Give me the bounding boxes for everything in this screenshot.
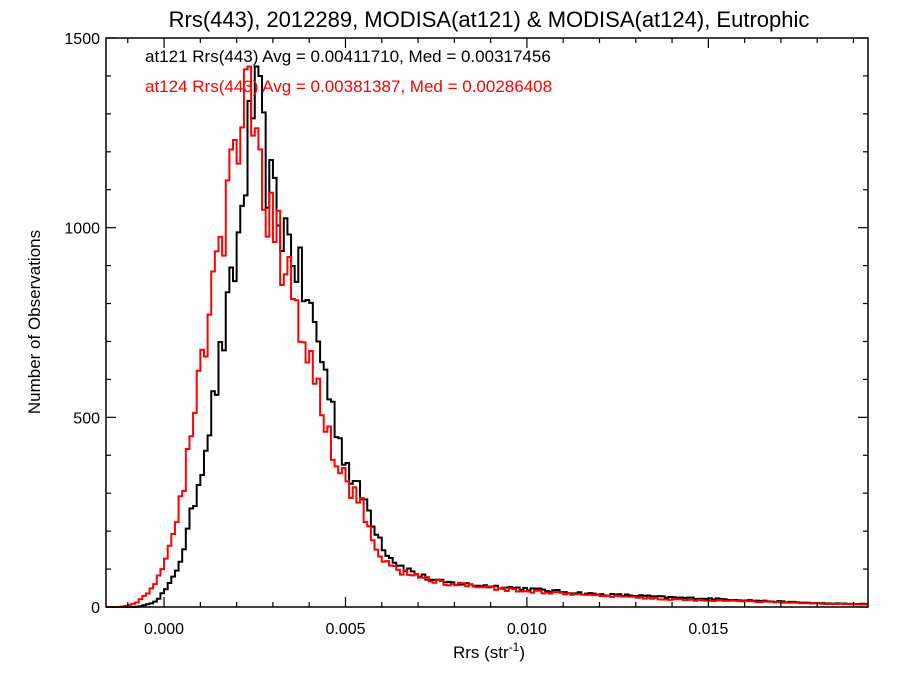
annotation-at121: at121 Rrs(443) Avg = 0.00411710, Med = 0… (145, 47, 551, 66)
y-tick-label: 1500 (64, 31, 100, 48)
series-line-0 (106, 65, 868, 608)
y-tick-label: 500 (73, 410, 100, 427)
y-tick-label: 1000 (64, 221, 100, 238)
x-tick-label: 0.015 (688, 621, 728, 638)
x-tick-label: 0.005 (325, 621, 365, 638)
x-tick-label: 0.000 (144, 621, 184, 638)
series-layer (106, 65, 868, 608)
y-tick-label: 0 (91, 600, 100, 617)
y-axis-label: Number of Observations (25, 230, 44, 414)
x-axis-label: Rrs (str-1) (453, 640, 525, 662)
x-axis-ticks: 0.000 0.005 0.010 0.015 (127, 38, 855, 638)
plot-frame (105, 37, 869, 608)
x-tick-label: 0.010 (507, 621, 547, 638)
chart-title: Rrs(443), 2012289, MODISA(at121) & MODIS… (169, 7, 810, 32)
annotation-at124: at124 Rrs(443) Avg = 0.00381387, Med = 0… (145, 77, 552, 96)
y-axis-ticks: 0 500 1000 1500 (64, 31, 868, 617)
series-line-1 (106, 65, 868, 608)
